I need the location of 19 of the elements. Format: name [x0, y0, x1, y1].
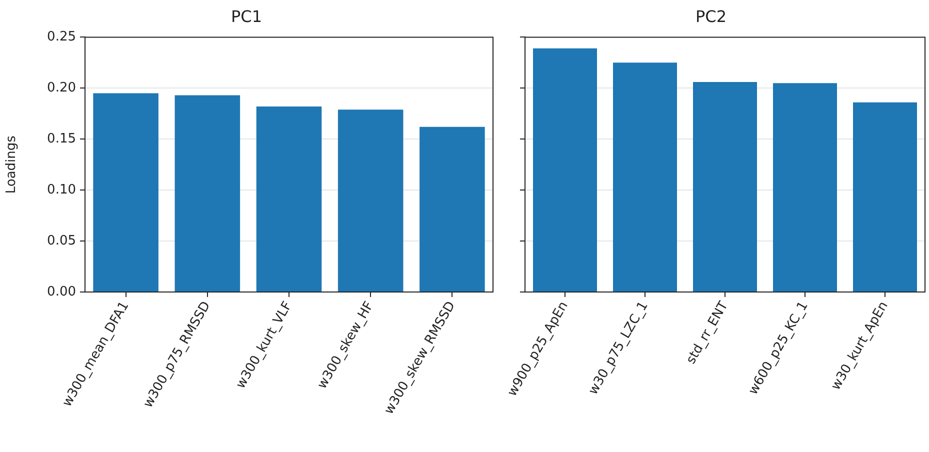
chart-title: PC2 [696, 6, 726, 26]
chart-title: PC1 [231, 6, 262, 26]
bar [693, 82, 757, 292]
bar [773, 83, 837, 292]
bar [256, 106, 322, 292]
bar [93, 93, 158, 292]
bar [853, 102, 917, 292]
bar [338, 110, 404, 292]
y-tick-label: 0.20 [47, 80, 76, 96]
y-tick-label: 0.15 [47, 131, 76, 146]
bar [533, 48, 597, 292]
bar [613, 62, 677, 292]
y-tick-label: 0.10 [47, 182, 76, 198]
bar [174, 95, 240, 292]
y-tick-label: 0.00 [47, 284, 76, 300]
y-tick-label: 0.25 [47, 30, 76, 45]
y-axis-title: Loadings [4, 135, 20, 194]
y-tick-label: 0.05 [47, 233, 76, 248]
bar [420, 126, 485, 292]
